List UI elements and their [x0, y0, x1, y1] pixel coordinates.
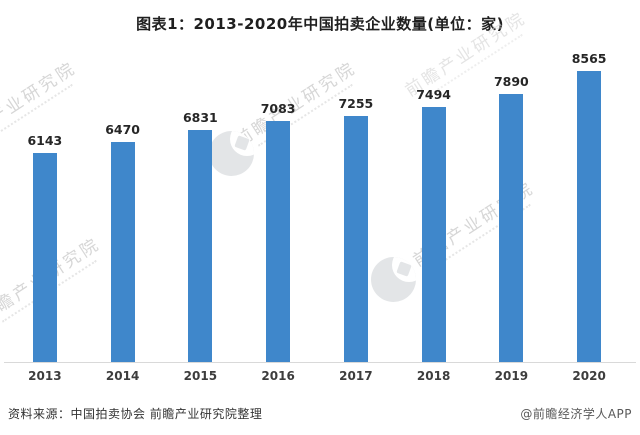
plot-area: 6143 6470 6831 7083 7255 7494 7890 8565 [4, 48, 636, 363]
bar-column: 7890 [473, 74, 551, 362]
bar [421, 107, 446, 362]
bar-value-label: 6831 [182, 110, 218, 125]
bar-column: 7255 [317, 96, 395, 362]
x-axis-label: 2019 [494, 369, 529, 383]
bar-column: 7083 [239, 101, 317, 362]
bar-value-label: 7255 [338, 96, 374, 111]
bar [499, 94, 524, 362]
x-axis-label: 2016 [261, 369, 295, 383]
bar-value-label: 6143 [27, 133, 63, 148]
bar-column: 8565 [550, 51, 628, 362]
bar-value-label: 7890 [493, 74, 529, 89]
bar [188, 130, 213, 362]
x-axis-label: 2018 [416, 369, 451, 383]
x-axis-label: 2013 [28, 369, 62, 383]
bar-column: 7494 [395, 87, 473, 362]
source-note: 资料来源：中国拍卖协会 前瞻产业研究院整理 [8, 407, 263, 421]
x-axis-label: 2020 [572, 369, 606, 383]
bar-column: 6470 [84, 122, 162, 362]
x-axis-label: 2015 [183, 369, 218, 383]
x-axis-label: 2017 [339, 369, 373, 383]
bar-value-label: 6470 [105, 122, 141, 137]
bar [266, 121, 291, 362]
bar [343, 116, 368, 362]
bar-column: 6831 [162, 110, 240, 362]
x-axis-row: 2013 2014 2015 2016 2017 2018 2019 2020 [4, 363, 636, 383]
credit-note: @前瞻经济学人APP [520, 407, 632, 421]
bar-value-label: 8565 [571, 51, 607, 66]
bar-value-label: 7083 [260, 101, 296, 116]
bar [577, 71, 602, 362]
bar [110, 142, 135, 362]
bar [32, 153, 57, 362]
bar-value-label: 7494 [416, 87, 452, 102]
chart-title: 图表1：2013-2020年中国拍卖企业数量(单位：家) [136, 15, 504, 33]
footer: 资料来源：中国拍卖协会 前瞻产业研究院整理 @前瞻经济学人APP [8, 405, 632, 422]
bar-column: 6143 [6, 133, 84, 362]
x-axis-label: 2014 [105, 369, 140, 383]
